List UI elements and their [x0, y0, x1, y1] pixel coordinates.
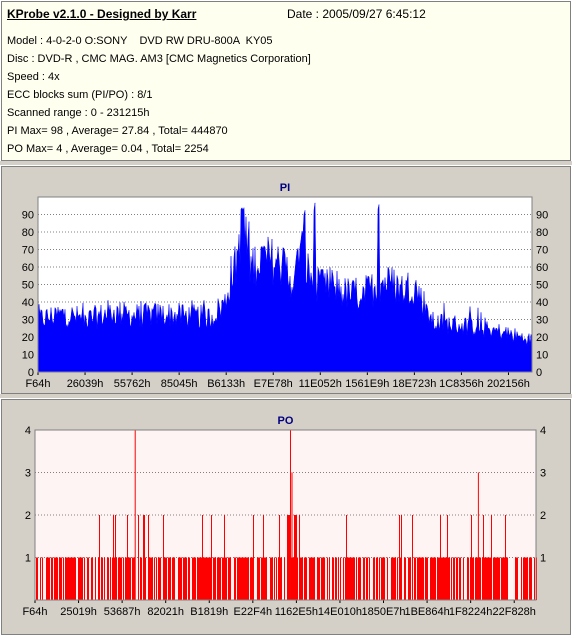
- y-tick-label: 90: [536, 210, 548, 222]
- y-tick-label: 3: [540, 468, 546, 480]
- x-tick-label: 1162E5h: [275, 606, 318, 618]
- x-tick-label: 1F8224h: [449, 606, 492, 618]
- model-line: Model : 4-0-2-0 O:SONY DVD RW DRU-800A K…: [7, 35, 273, 47]
- speed-line: Speed : 4x: [7, 71, 60, 83]
- x-tick-label: E22F4h: [234, 606, 273, 618]
- plot-border: [34, 429, 537, 601]
- x-tick-label: 26039h: [67, 378, 104, 390]
- y-tick-label: 0: [28, 367, 34, 379]
- y-tick-label: 10: [536, 350, 548, 362]
- po-chart: PO 1 1 2 2 3 3 4 4 F64h 25019h 53687h 82021h B1819h E2…: [22, 415, 546, 618]
- x-tick-label: 22F828h: [492, 606, 535, 618]
- x-tick-label: F64h: [22, 606, 47, 618]
- x-tick-label: 53687h: [104, 606, 141, 618]
- y-tick-label: 70: [22, 245, 34, 257]
- separator: [0, 161, 572, 165]
- x-tick-label: F64h: [25, 378, 50, 390]
- po-series-bars: [36, 515, 537, 600]
- x-tick-label: 25019h: [60, 606, 97, 618]
- y-tick-label: 20: [22, 332, 34, 344]
- y-tick-label: 1: [25, 553, 31, 565]
- disc-line: Disc : DVD-R , CMC MAG. AM3 [CMC Magneti…: [7, 53, 311, 65]
- separator: [0, 394, 572, 398]
- y-tick-label: 4: [540, 425, 546, 437]
- plot-border: [37, 196, 533, 373]
- y-tick-label: 40: [536, 297, 548, 309]
- x-tick-label: 18E723h: [392, 378, 436, 390]
- x-tick-label: 55762h: [114, 378, 151, 390]
- y-tick-label: 2: [540, 510, 546, 522]
- x-tick-label: E7E78h: [254, 378, 293, 390]
- y-tick-label: 70: [536, 245, 548, 257]
- y-tick-label: 60: [22, 262, 34, 274]
- y-tick-label: 20: [536, 332, 548, 344]
- chart-title: PI: [280, 182, 290, 194]
- x-tick-label: 202156h: [487, 378, 530, 390]
- y-tick-label: 0: [536, 367, 542, 379]
- po-stats-line: PO Max= 4 , Average= 0.04 , Total= 2254: [7, 143, 209, 155]
- po-chart-panel: PO 1 1 2 2 3 3 4 4 F64h 25019h 53687h 82021h B1819h E2…: [1, 399, 571, 635]
- y-tick-label: 90: [22, 210, 34, 222]
- x-tick-label: B1819h: [190, 606, 228, 618]
- x-tick-label: 11E052h: [299, 378, 342, 390]
- y-tick-label: 30: [22, 315, 34, 327]
- chart-title: PO: [278, 415, 294, 427]
- y-tick-label: 1: [540, 553, 546, 565]
- scan-date: Date : 2005/09/27 6:45:12: [287, 7, 426, 21]
- y-tick-label: 10: [22, 350, 34, 362]
- y-tick-label: 2: [25, 510, 31, 522]
- x-tick-label: 1C8356h: [439, 378, 484, 390]
- y-tick-label: 4: [25, 425, 31, 437]
- y-tick-label: 60: [536, 262, 548, 274]
- y-tick-label: 30: [536, 315, 548, 327]
- y-tick-label: 50: [22, 280, 34, 292]
- pi-chart-panel: PI 0 0 10 10 20 20 30 30 40 40 50 50 60 60 70 70 80 80 90 90…: [1, 166, 571, 394]
- x-tick-label: 1561E9h: [345, 378, 389, 390]
- pi-chart: PI 0 0 10 10 20 20 30 30 40 40 50 50 60 60 70 70 80 80 90 90…: [22, 182, 549, 390]
- x-tick-label: 14E010h: [318, 606, 362, 618]
- y-tick-label: 80: [536, 227, 548, 239]
- y-tick-label: 80: [22, 227, 34, 239]
- x-tick-label: B6133h: [207, 378, 245, 390]
- range-line: Scanned range : 0 - 231215h: [7, 107, 150, 119]
- pi-series-area: [37, 202, 533, 373]
- x-tick-label: 1BE864h: [404, 606, 449, 618]
- app-title: KProbe v2.1.0 - Designed by Karr: [7, 7, 197, 21]
- x-tick-label: 1850E7h: [361, 606, 405, 618]
- y-tick-label: 40: [22, 297, 34, 309]
- pi-stats-line: PI Max= 98 , Average= 27.84 , Total= 444…: [7, 125, 228, 137]
- ecc-line: ECC blocks sum (PI/PO) : 8/1: [7, 89, 153, 101]
- info-panel: KProbe v2.1.0 - Designed by Karr Date : …: [1, 1, 571, 161]
- x-tick-label: 82021h: [147, 606, 184, 618]
- y-tick-label: 3: [25, 468, 31, 480]
- y-tick-label: 50: [536, 280, 548, 292]
- x-tick-label: 85045h: [161, 378, 198, 390]
